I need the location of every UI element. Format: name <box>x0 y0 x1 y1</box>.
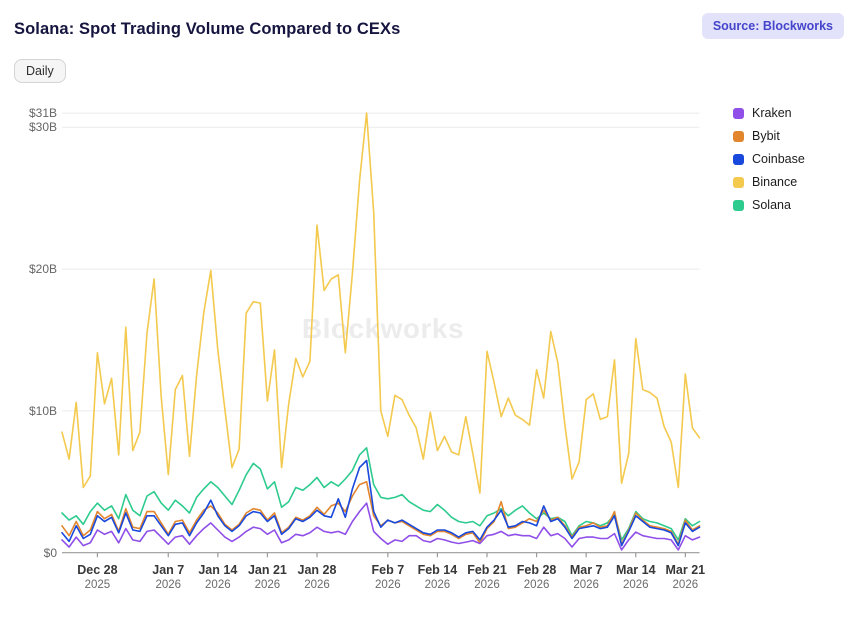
legend-item-coinbase[interactable]: Coinbase <box>733 153 805 165</box>
x-axis-year: 2026 <box>573 579 599 591</box>
legend-color-chip-bybit <box>733 130 744 142</box>
x-axis-label-mar-21: Mar 21 2026 <box>650 563 720 591</box>
x-axis-date: Jan 7 <box>152 563 185 577</box>
period-daily-button[interactable]: Daily <box>14 59 66 83</box>
series-line-binance <box>61 112 701 494</box>
legend-label: Solana <box>752 198 791 212</box>
x-axis-year: 2026 <box>375 579 401 591</box>
legend-label: Kraken <box>752 106 792 120</box>
x-axis-date: Jan 21 <box>247 563 287 577</box>
x-axis-label-dec-28: Dec 28 2025 <box>62 563 132 591</box>
y-axis-label-0: $0 <box>43 545 57 560</box>
x-axis-date: Feb 21 <box>467 563 507 577</box>
x-axis-date: Feb 14 <box>417 563 458 577</box>
y-axis-label-10B: $10B <box>28 403 57 418</box>
x-axis-label-feb-21: Feb 21 2026 <box>452 563 522 591</box>
legend-item-binance[interactable]: Binance <box>733 176 805 188</box>
x-axis-label-feb-28: Feb 28 2026 <box>502 563 572 591</box>
series-line-bybit <box>61 480 701 546</box>
legend-color-chip-binance <box>733 176 744 188</box>
x-axis-year: 2026 <box>254 579 281 591</box>
legend-item-bybit[interactable]: Bybit <box>733 130 805 142</box>
x-axis-label-mar-7: Mar 7 2026 <box>551 563 621 591</box>
legend-color-chip-coinbase <box>733 153 744 165</box>
x-axis-year: 2026 <box>622 579 649 591</box>
series-line-coinbase <box>61 459 701 547</box>
x-axis-date: Feb 28 <box>516 563 557 577</box>
legend-color-chip-solana <box>733 199 744 211</box>
x-axis-year: 2026 <box>474 579 500 591</box>
x-axis-year: 2026 <box>672 579 699 591</box>
x-axis-year: 2026 <box>523 579 550 591</box>
legend: Kraken Bybit Coinbase Binance Solana <box>733 107 805 222</box>
x-axis-label-feb-7: Feb 7 2026 <box>353 563 423 591</box>
legend-item-solana[interactable]: Solana <box>733 199 805 211</box>
x-axis-date: Mar 14 <box>615 563 656 577</box>
y-axis-label-31B: $31B <box>28 106 57 121</box>
x-axis-label-feb-14: Feb 14 2026 <box>402 563 472 591</box>
x-axis-year: 2025 <box>84 579 111 591</box>
legend-color-chip-kraken <box>733 107 744 119</box>
source-badge[interactable]: Source: Blockworks <box>701 13 844 39</box>
legend-item-kraken[interactable]: Kraken <box>733 107 805 119</box>
x-axis-label-jan-7: Jan 7 2026 <box>133 563 203 591</box>
x-axis-year: 2026 <box>304 579 330 591</box>
x-axis-label-jan-14: Jan 14 2026 <box>183 563 253 591</box>
series-line-kraken <box>61 502 701 551</box>
page-title: Solana: Spot Trading Volume Compared to … <box>14 20 401 38</box>
y-axis-label-20B: $20B <box>28 262 57 277</box>
x-axis-year: 2026 <box>155 579 182 591</box>
x-axis-date: Mar 21 <box>665 563 706 577</box>
x-axis-date: Jan 28 <box>297 563 337 577</box>
legend-label: Coinbase <box>752 152 805 166</box>
legend-label: Bybit <box>752 129 780 143</box>
x-axis-label-mar-14: Mar 14 2026 <box>601 563 671 591</box>
x-axis-label-jan-21: Jan 21 2026 <box>232 563 302 591</box>
x-axis-date: Dec 28 <box>77 563 118 577</box>
x-axis-label-jan-28: Jan 28 2026 <box>282 563 352 591</box>
legend-label: Binance <box>752 175 798 189</box>
x-axis-date: Mar 7 <box>569 563 603 577</box>
y-axis-label-30B: $30B <box>28 120 57 135</box>
x-axis-year: 2026 <box>205 579 231 591</box>
x-axis-date: Jan 14 <box>198 563 238 577</box>
x-axis-year: 2026 <box>424 579 451 591</box>
x-axis-date: Feb 7 <box>371 563 405 577</box>
